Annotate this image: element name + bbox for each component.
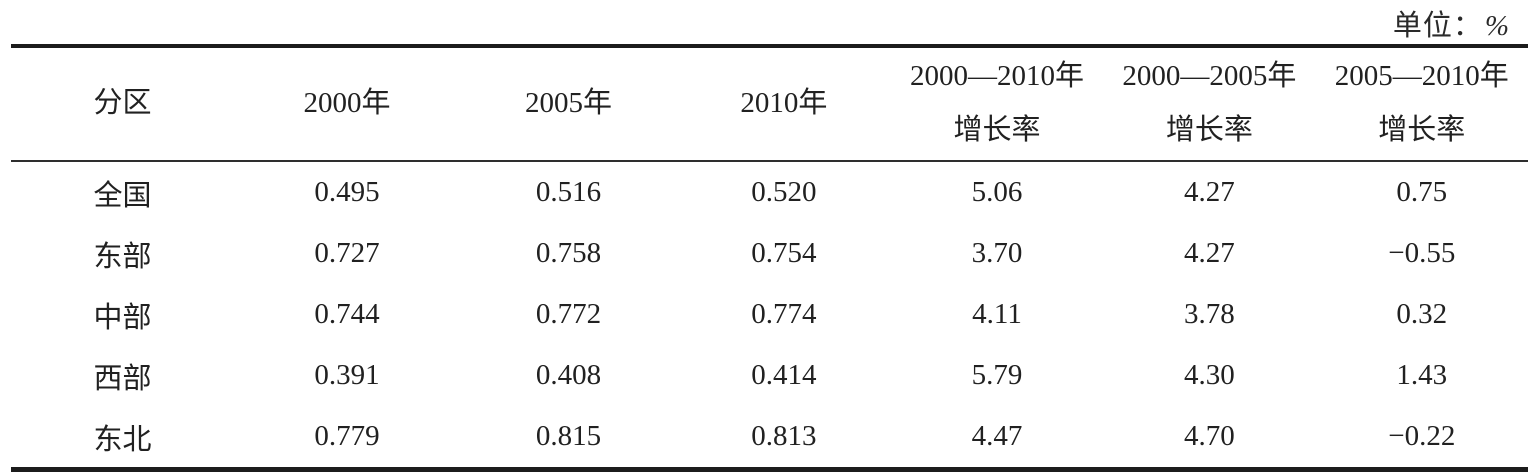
cell-value: 4.27 [1184, 237, 1235, 269]
cell-value: 0.779 [314, 420, 380, 452]
cell-value: 0.495 [314, 176, 380, 208]
cell-value: 0.391 [314, 359, 380, 391]
cell-value: 4.30 [1184, 359, 1235, 391]
unit-label: 单位：% [1393, 2, 1510, 44]
cell-value: 0.520 [751, 176, 817, 208]
cell-value: 1.43 [1396, 359, 1448, 391]
header-text: 2000—2005年 [1122, 60, 1297, 93]
unit-label-prefix: 单位： [1392, 10, 1483, 42]
cell-value: 0.774 [751, 298, 817, 330]
cell-value: 0.75 [1396, 176, 1448, 208]
header-text: 增长率 [1378, 114, 1466, 146]
cell-value: 0.744 [314, 298, 380, 330]
table-row-east: 东部 0.727 0.758 0.754 3.70 4.27 −0.55 [11, 223, 1528, 284]
cell-value: 0.813 [751, 420, 817, 452]
cell-value: 0.32 [1396, 298, 1448, 330]
cell-value: −0.55 [1388, 237, 1456, 269]
cell-value: 0.516 [535, 176, 602, 208]
cell-value: 0.815 [535, 420, 602, 452]
header-text: 增长率 [953, 114, 1041, 146]
cell-value: 4.11 [972, 298, 1022, 330]
cell-value: −0.22 [1388, 420, 1456, 452]
header-text: 2010年 [740, 87, 828, 120]
table-row-central: 中部 0.744 0.772 0.774 4.11 3.78 0.32 [11, 284, 1528, 345]
cell-value: 3.78 [1184, 298, 1235, 330]
header-text: 2005年 [524, 87, 612, 120]
header-text: 2005—2010年 [1334, 60, 1509, 93]
cell-region: 西部 [93, 362, 152, 395]
column-header-growth-2000-2005: 2000—2005年 增长率 [1103, 46, 1315, 161]
cell-value: 0.772 [535, 298, 602, 330]
table-row-national: 全国 0.495 0.516 0.520 5.06 4.27 0.75 [11, 161, 1528, 223]
column-header-2010: 2010年 [677, 46, 891, 161]
header-text: 2000年 [303, 87, 391, 120]
table-header: 分区 2000年 2005年 2010年 2000—2010年 增长率 2000… [11, 46, 1528, 161]
cell-value: 4.47 [971, 420, 1023, 452]
cell-value: 5.79 [971, 359, 1023, 391]
cell-value: 4.70 [1184, 420, 1235, 452]
cell-region: 东北 [93, 423, 152, 456]
cell-region: 东部 [93, 240, 152, 273]
table-body: 全国 0.495 0.516 0.520 5.06 4.27 0.75 东部 0… [11, 161, 1528, 470]
cell-value: 0.758 [535, 237, 602, 269]
cell-value: 0.727 [314, 237, 380, 269]
cell-value: 0.408 [535, 359, 602, 391]
cell-value: 3.70 [971, 237, 1023, 269]
cell-value: 5.06 [971, 176, 1023, 208]
table-row-northeast: 东北 0.779 0.815 0.813 4.47 4.70 −0.22 [11, 406, 1528, 470]
regional-hdi-table: 分区 2000年 2005年 2010年 2000—2010年 增长率 2000… [11, 44, 1528, 472]
column-header-2000: 2000年 [234, 46, 460, 161]
column-header-2005: 2005年 [460, 46, 677, 161]
header-text: 增长率 [1165, 114, 1253, 146]
percent-symbol: % [1484, 10, 1510, 42]
cell-region: 中部 [93, 301, 152, 334]
column-header-region: 分区 [11, 46, 234, 161]
cell-value: 0.414 [751, 359, 817, 391]
column-header-growth-2005-2010: 2005—2010年 增长率 [1316, 46, 1528, 161]
header-text: 2000—2010年 [910, 60, 1085, 93]
column-header-growth-2000-2010: 2000—2010年 增长率 [891, 46, 1103, 161]
cell-region: 全国 [93, 179, 152, 212]
cell-value: 4.27 [1184, 176, 1235, 208]
header-text: 分区 [93, 87, 152, 120]
cell-value: 0.754 [751, 237, 817, 269]
header-row: 分区 2000年 2005年 2010年 2000—2010年 增长率 2000… [11, 46, 1528, 161]
table-row-west: 西部 0.391 0.408 0.414 5.79 4.30 1.43 [11, 345, 1528, 406]
